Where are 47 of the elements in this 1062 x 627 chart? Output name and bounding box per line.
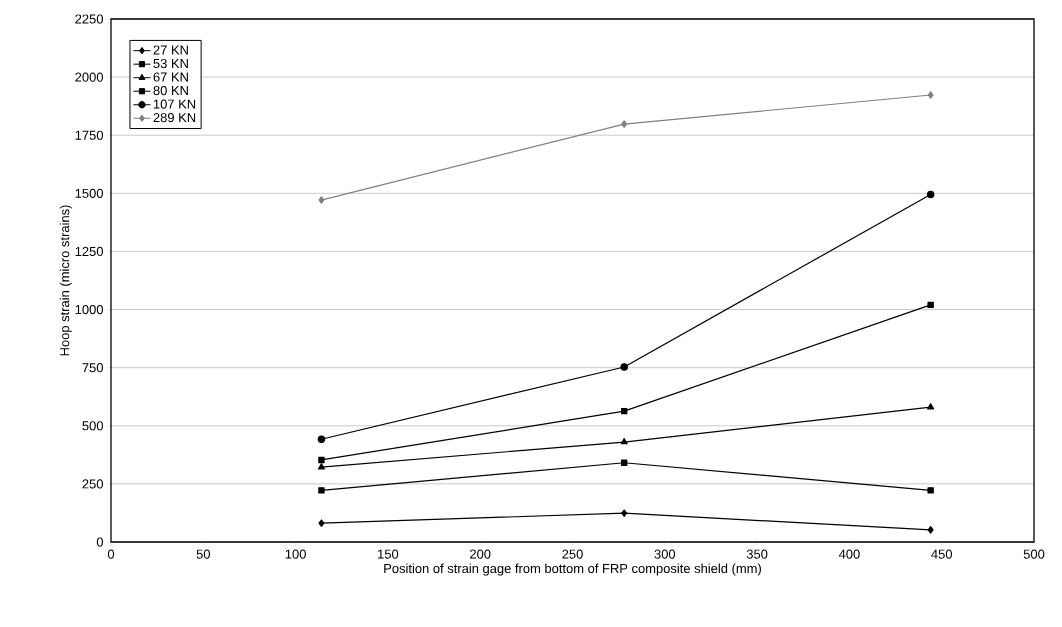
y-tick-label: 1500 <box>75 188 103 198</box>
legend-label: 289 KN <box>153 113 196 123</box>
y-tick-label: 500 <box>82 421 103 431</box>
y-tick-label: 1000 <box>75 304 103 315</box>
point <box>621 407 628 415</box>
point <box>927 301 934 309</box>
point <box>927 526 934 534</box>
x-tick-label: 50 <box>196 549 210 559</box>
point <box>318 456 325 464</box>
y-tick-label: 0 <box>96 537 103 547</box>
y-tick-label: 2250 <box>75 14 103 24</box>
legend-label: 67 KN <box>153 72 188 82</box>
point <box>621 120 628 128</box>
point <box>621 459 628 466</box>
x-tick-label: 100 <box>285 549 306 559</box>
legend-label: 53 KN <box>153 58 188 69</box>
x-tick-label: 0 <box>107 549 115 559</box>
y-tick-label: 2000 <box>75 72 103 82</box>
x-axis-title: Position of strain gage from bottom of FRP composite shield (mm) <box>384 563 761 576</box>
y-axis-title: Hoop strain (micro strains) <box>59 205 72 356</box>
legend-label: 107 KN <box>153 99 196 109</box>
x-tick-label: 400 <box>838 549 860 559</box>
point <box>317 435 326 444</box>
y-tick-label: 1750 <box>75 130 103 140</box>
x-tick-label: 250 <box>562 549 583 559</box>
x-tick-label: 150 <box>378 549 399 559</box>
x-tick-label: 350 <box>746 549 768 559</box>
point <box>318 196 325 204</box>
legend-label: 27 KN <box>153 45 188 55</box>
point <box>926 190 935 199</box>
point <box>927 91 934 99</box>
point <box>317 463 325 470</box>
point <box>927 403 935 410</box>
x-tick-label: 200 <box>470 549 491 559</box>
point <box>927 487 934 494</box>
x-tick-label: 500 <box>1023 549 1045 559</box>
point <box>620 363 628 371</box>
point <box>318 487 325 494</box>
y-tick-label: 1250 <box>75 246 103 257</box>
y-tick-label: 750 <box>82 363 103 373</box>
legend-label: 80 KN <box>153 85 188 96</box>
x-tick-label: 450 <box>931 549 953 559</box>
point <box>621 509 628 517</box>
y-tick-label: 250 <box>82 479 103 489</box>
x-tick-label: 300 <box>654 549 676 559</box>
point <box>318 519 325 527</box>
point <box>620 438 628 445</box>
